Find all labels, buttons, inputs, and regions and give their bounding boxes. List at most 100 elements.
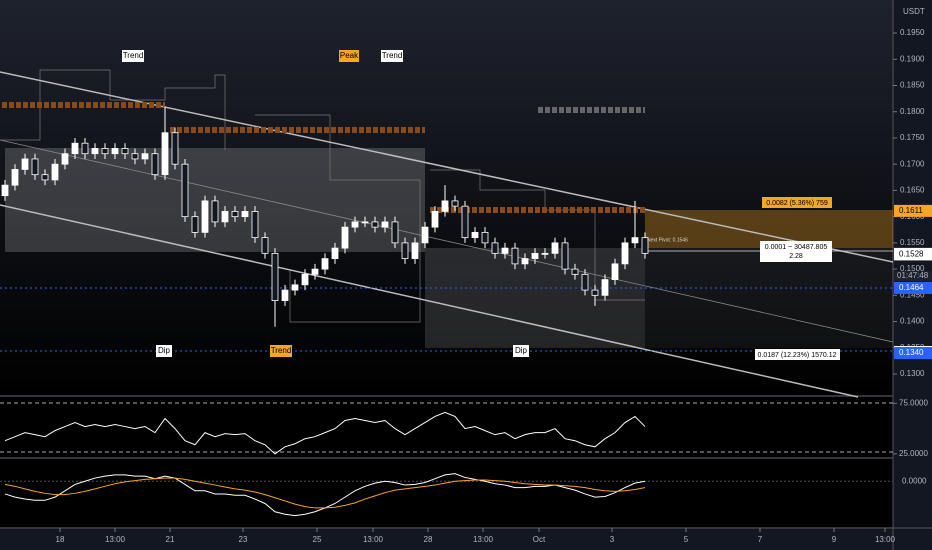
y-tick-label: 0.1450 [900, 290, 925, 299]
candle-body [231, 211, 239, 218]
x-tick-label: 7 [758, 535, 763, 544]
measure-box [755, 349, 840, 360]
candle-body [251, 211, 259, 239]
candle-body [571, 268, 579, 275]
price-label-box [894, 204, 932, 217]
annotation: Peak [340, 51, 359, 60]
candle-body [161, 132, 169, 176]
rsi-line [4, 411, 646, 455]
candle-body [601, 279, 609, 296]
candle-body [21, 158, 29, 170]
y-tick-label: 0.1650 [900, 186, 925, 195]
price-label-box [894, 347, 932, 360]
x-tick-label: 18 [56, 535, 65, 544]
annotation-box [270, 345, 292, 357]
candle-body [361, 221, 369, 224]
candle-body [171, 132, 179, 165]
zone [645, 248, 893, 348]
x-tick-label: 28 [424, 535, 433, 544]
price-label: 0.1464 [899, 283, 924, 292]
price-label-box [894, 248, 932, 261]
price-label: 0.1528 [899, 250, 924, 259]
candle-body [91, 148, 99, 155]
candle-body [351, 221, 359, 228]
candle-body [411, 242, 419, 260]
y-tick-label: 0.0000 [902, 476, 927, 485]
candle-body [401, 242, 409, 260]
candle-body [511, 247, 519, 265]
candle-body [101, 148, 109, 155]
y-tick-label: 0.1300 [900, 369, 925, 378]
measure-label: 2.28 [789, 253, 803, 260]
candle-body [31, 158, 39, 176]
candle-body [271, 252, 279, 301]
candle-body [461, 205, 469, 239]
candle-body [611, 263, 619, 280]
candle-body [471, 231, 479, 239]
candle-body [451, 200, 459, 207]
candle-body [501, 247, 509, 254]
x-tick-label: 5 [684, 535, 689, 544]
x-tick-label: 3 [610, 535, 615, 544]
measure-labels: 0.0082 (5.36%) 759 0.0001 ~ 30487.805 2.… [647, 197, 840, 360]
currency: USDT [903, 7, 925, 16]
candle-body [71, 142, 79, 155]
annotation-box [381, 50, 403, 62]
candle-body [291, 284, 299, 291]
candle-body [431, 211, 439, 228]
candle-body [301, 273, 309, 286]
price-label: 0.1340 [899, 348, 924, 357]
macd-line [4, 477, 646, 509]
y-tick-label: 0.1850 [900, 81, 925, 90]
y-tick-label: 0.1550 [900, 238, 925, 247]
y-tick-label: 0.1800 [900, 107, 925, 116]
candle-body [111, 148, 119, 155]
candle-body [591, 289, 599, 296]
annotation-box [513, 345, 529, 357]
candle-body [481, 231, 489, 244]
y-tick-label: 0.1400 [900, 317, 925, 326]
candle-body [1, 184, 9, 197]
candle-body [441, 200, 449, 212]
annotation: Trend [123, 51, 144, 60]
annotations: Trend Peak Trend Dip Trend Dip [122, 50, 529, 357]
macd-pane [0, 459, 893, 527]
candle-body [381, 221, 389, 228]
candle-body [521, 258, 529, 265]
measure-label: 0.0082 (5.36%) 759 [766, 200, 828, 207]
x-tick-label: 13:00 [363, 535, 384, 544]
candle-body [121, 148, 129, 155]
candle-body [51, 163, 59, 181]
candle-body [581, 273, 589, 291]
candle-body [201, 200, 209, 233]
candle-body [621, 242, 629, 265]
y-tick-label: 0.1500 [900, 264, 925, 273]
x-tick-label: 13:00 [875, 535, 896, 544]
candle-body [341, 226, 349, 249]
candle-body [311, 268, 319, 275]
candle-body [371, 221, 379, 228]
annotation-box [122, 50, 144, 62]
channel-line [0, 139, 894, 343]
candle-body [491, 242, 499, 254]
annotation-box [156, 345, 172, 357]
x-tick-label: 13:00 [105, 535, 126, 544]
candle-body [181, 163, 189, 218]
channel-line [0, 71, 894, 263]
y-tick-label: 25.0000 [899, 449, 928, 458]
annotation: Trend [271, 346, 292, 355]
candle-body [531, 252, 539, 260]
candle-body [11, 169, 19, 186]
candle-body [631, 237, 639, 244]
candle-body [261, 237, 269, 254]
zone [425, 248, 645, 348]
candle-body [641, 237, 649, 254]
candle-body [241, 211, 249, 218]
y-tick-label: 0.1700 [900, 159, 925, 168]
candles [1, 106, 649, 327]
x-tick-label: 21 [166, 535, 175, 544]
candle-body [41, 174, 49, 181]
countdown: 01:47:48 [897, 271, 929, 280]
step-line [255, 114, 421, 323]
